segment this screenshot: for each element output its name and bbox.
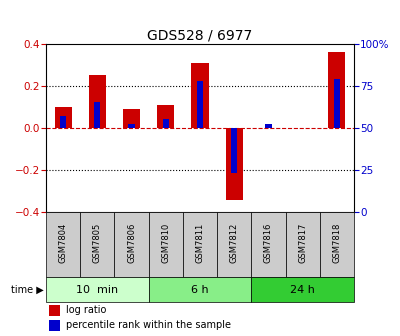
FancyBboxPatch shape (251, 277, 354, 302)
Bar (328, 52, 346, 128)
Bar (49, 320, 60, 331)
Text: log ratio: log ratio (66, 305, 106, 315)
FancyBboxPatch shape (183, 212, 217, 277)
Bar (265, 124, 272, 128)
Text: GSM7805: GSM7805 (93, 223, 102, 263)
FancyBboxPatch shape (149, 212, 183, 277)
Bar (54, 107, 72, 128)
Bar (197, 81, 203, 128)
Text: GSM7816: GSM7816 (264, 223, 273, 263)
Bar (123, 109, 140, 128)
Text: time ▶: time ▶ (11, 285, 44, 295)
Bar (89, 75, 106, 128)
Text: GSM7810: GSM7810 (161, 223, 170, 263)
FancyBboxPatch shape (80, 212, 114, 277)
Bar (226, 128, 243, 200)
Text: GSM7817: GSM7817 (298, 223, 307, 263)
FancyBboxPatch shape (149, 277, 251, 302)
Title: GDS528 / 6977: GDS528 / 6977 (147, 29, 253, 43)
Text: GSM7804: GSM7804 (59, 223, 68, 263)
FancyBboxPatch shape (217, 212, 251, 277)
Text: GSM7806: GSM7806 (127, 223, 136, 263)
Text: 24 h: 24 h (290, 285, 315, 295)
Text: GSM7811: GSM7811 (196, 223, 204, 263)
Text: GSM7818: GSM7818 (332, 223, 341, 263)
Bar (334, 79, 340, 128)
Text: GSM7812: GSM7812 (230, 223, 239, 263)
Bar (94, 102, 100, 128)
FancyBboxPatch shape (46, 212, 80, 277)
Bar (163, 119, 169, 128)
Bar (60, 116, 66, 128)
Bar (128, 124, 135, 128)
Text: percentile rank within the sample: percentile rank within the sample (66, 321, 231, 330)
Text: 10  min: 10 min (76, 285, 118, 295)
FancyBboxPatch shape (286, 212, 320, 277)
FancyBboxPatch shape (251, 212, 286, 277)
FancyBboxPatch shape (320, 212, 354, 277)
Bar (192, 62, 208, 128)
Text: 6 h: 6 h (191, 285, 209, 295)
FancyBboxPatch shape (114, 212, 149, 277)
Bar (157, 104, 174, 128)
Bar (49, 304, 60, 316)
FancyBboxPatch shape (46, 277, 149, 302)
Bar (231, 128, 237, 173)
